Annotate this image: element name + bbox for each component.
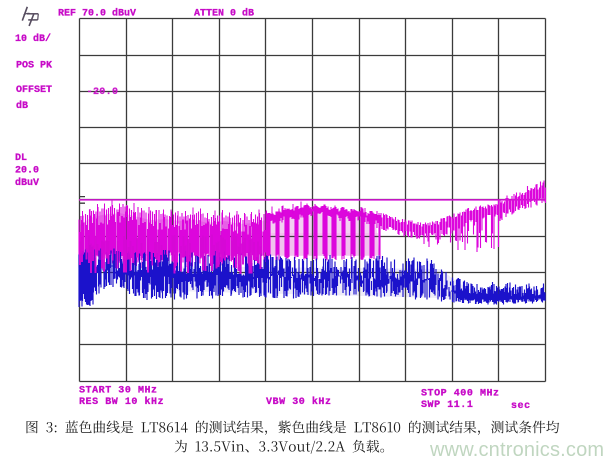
svg-text:dBuV: dBuV: [15, 177, 39, 189]
svg-text:ATTEN 0 dB: ATTEN 0 dB: [194, 8, 254, 20]
svg-text:REF 70.0 dBuV: REF 70.0 dBuV: [58, 8, 136, 20]
svg-text:sec: sec: [511, 401, 531, 412]
svg-text:VBW 30 kHz: VBW 30 kHz: [266, 396, 332, 408]
svg-text:-20.0: -20.0: [87, 87, 119, 98]
svg-text:OFFSET: OFFSET: [16, 85, 52, 96]
svg-text:START 30 MHz: START 30 MHz: [79, 385, 158, 396]
svg-text:dB: dB: [16, 100, 28, 112]
svg-text:10 dB/: 10 dB/: [15, 33, 51, 45]
svg-text:RES BW 10 kHz: RES BW 10 kHz: [79, 396, 164, 408]
svg-text:SWP 11.1: SWP 11.1: [421, 400, 473, 411]
svg-text:STOP 400 MHz: STOP 400 MHz: [421, 388, 500, 399]
svg-text:POS PK: POS PK: [16, 60, 52, 71]
svg-text:www.cntronics.com: www.cntronics.com: [429, 439, 604, 461]
svg-text:DL: DL: [15, 153, 27, 164]
svg-text:20.0: 20.0: [15, 165, 39, 176]
